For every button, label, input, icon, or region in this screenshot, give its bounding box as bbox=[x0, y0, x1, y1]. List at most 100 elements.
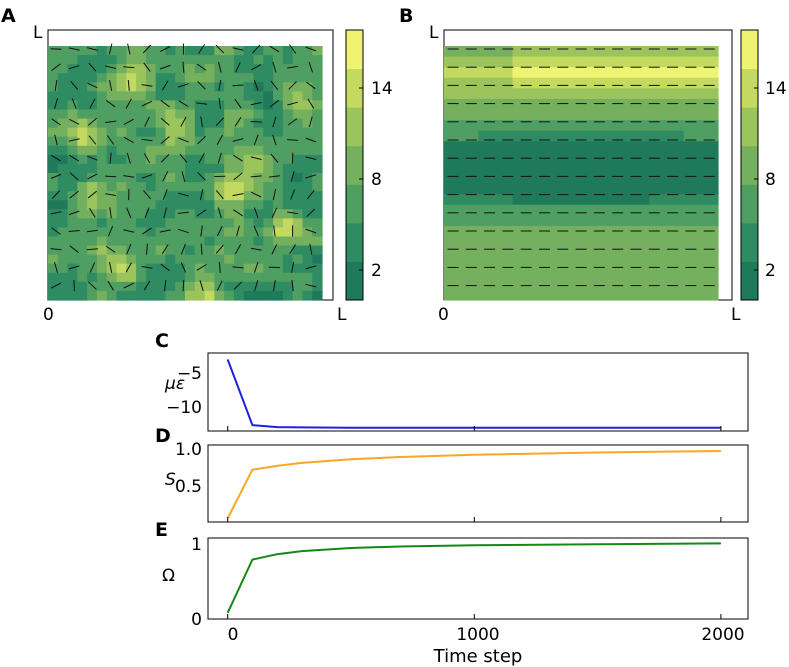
panel-a-director-arrow bbox=[272, 189, 277, 201]
panel-a-heat-cell bbox=[263, 245, 274, 256]
panel-a-director-arrow bbox=[106, 135, 115, 145]
panel-a-heat-cell bbox=[106, 118, 118, 129]
panel-b-heat-cell bbox=[512, 194, 548, 206]
panel-a-director-arrow bbox=[215, 244, 224, 254]
panel-b-label: B bbox=[399, 5, 413, 27]
panel-b-heat-cell bbox=[478, 109, 514, 121]
panel-a-heat-cell bbox=[282, 82, 294, 92]
panel-a-heat-cell bbox=[57, 227, 69, 238]
panel-a-director-arrow bbox=[54, 98, 58, 110]
panel-a-heat-cell bbox=[273, 118, 284, 129]
panel-a-heat-cell bbox=[67, 281, 78, 292]
panel-a-heat-cell bbox=[145, 218, 157, 229]
panel-a-heat-cell bbox=[48, 191, 59, 201]
panel-a-heat-cell bbox=[224, 236, 235, 247]
panel-a-heat-cell bbox=[302, 73, 313, 83]
panel-b-cbar-segment bbox=[741, 222, 758, 262]
panel-a-heat-cell bbox=[126, 82, 137, 92]
panel-a-heat-cell bbox=[312, 127, 323, 138]
panel-a-heat-cell bbox=[106, 191, 118, 201]
panel-b-heat-cell bbox=[581, 183, 616, 195]
panel-a-director-arrow bbox=[178, 83, 189, 88]
panel-b-cbar-segment bbox=[741, 184, 758, 224]
panel-a-director-arrow bbox=[123, 66, 135, 69]
panel-a-director-arrow bbox=[179, 153, 188, 163]
panel-a-heat-cell bbox=[312, 163, 323, 174]
panel-a-director-arrow bbox=[161, 244, 169, 255]
panel-a-director-arrow bbox=[126, 243, 132, 255]
panel-e-xlabel: Time step bbox=[433, 646, 523, 667]
panel-a-heat-cell bbox=[224, 209, 235, 219]
panel-a-heat-cell bbox=[214, 236, 225, 247]
panel-a-heat-cell bbox=[194, 154, 206, 165]
panel-a-heat-cell bbox=[292, 100, 304, 111]
panel-b-heat-cell bbox=[615, 141, 651, 153]
panel-a-director-arrow bbox=[178, 100, 189, 107]
panel-a-heat-cell bbox=[302, 145, 313, 156]
panel-a-heat-cell bbox=[204, 245, 215, 256]
panel-a-heat-cell bbox=[126, 290, 137, 301]
panel-a-heat-cell bbox=[204, 272, 215, 283]
panel-a-heat-cell bbox=[312, 100, 323, 111]
panel-a-heat-cell bbox=[185, 91, 196, 102]
panel-a-director-arrow bbox=[88, 135, 97, 145]
panel-a-heat-cell bbox=[165, 91, 176, 102]
panel-b-heat-cell bbox=[546, 183, 582, 195]
panel-a-heat-cell bbox=[204, 127, 215, 138]
panel-b-heat-cell bbox=[546, 109, 582, 121]
panel-a-director-arrow bbox=[105, 99, 116, 108]
panel-a-heat-cell bbox=[243, 145, 255, 156]
panel-a-director-arrow bbox=[51, 154, 61, 162]
panel-a-heat-cell bbox=[67, 272, 78, 283]
panel-a-heat-cell bbox=[126, 200, 137, 210]
panel-b-heat-cell bbox=[581, 268, 616, 280]
panel-a-director-arrow bbox=[234, 98, 242, 109]
panel-a-heat-cell bbox=[204, 191, 215, 201]
panel-a-director-arrow bbox=[87, 155, 98, 161]
panel-b-heat-cell bbox=[512, 98, 548, 111]
panel-a-heat-cell bbox=[273, 281, 284, 292]
panel-a-heat-cell bbox=[57, 182, 69, 192]
panel-a-heat-cell bbox=[87, 254, 98, 265]
panel-a-heat-cell bbox=[145, 82, 157, 92]
panel-a-heat-cell bbox=[312, 109, 323, 120]
panel-a-heat-cell bbox=[253, 55, 264, 65]
panel-a-cbar-segment bbox=[346, 261, 363, 301]
panel-a-director-arrow bbox=[87, 82, 98, 89]
panel-a-director-arrow bbox=[254, 280, 259, 292]
panel-a-cbar-segment bbox=[346, 107, 363, 147]
panel-a-heat-cell bbox=[204, 109, 215, 120]
panel-a-heat-cell bbox=[165, 191, 176, 201]
panel-a-heat-cell bbox=[175, 64, 186, 74]
panel-a-heat-cell bbox=[145, 127, 157, 138]
panel-a-heat-cell bbox=[312, 254, 323, 265]
panel-a-heat-cell bbox=[214, 200, 225, 210]
panel-b-heat-cell bbox=[615, 247, 651, 259]
panel-b-heat-cell bbox=[649, 225, 685, 238]
panel-b-heat-cell bbox=[546, 151, 582, 164]
panel-a-heat-cell bbox=[273, 154, 284, 165]
panel-b-heat-cell bbox=[683, 77, 719, 89]
panel-a-heat-cell bbox=[224, 272, 235, 283]
panel-c-label: C bbox=[155, 330, 169, 352]
panel-a-director-arrow bbox=[273, 280, 276, 292]
panel-a-director-arrow bbox=[161, 80, 169, 91]
panel-a-heat-cell bbox=[67, 182, 78, 192]
panel-a-heat-cell bbox=[96, 218, 108, 229]
panel-a-heat-cell bbox=[243, 46, 255, 56]
panel-a-heat-cell bbox=[292, 263, 304, 274]
panel-b-cbar-frame bbox=[740, 29, 759, 301]
panel-a-heat-cell bbox=[116, 173, 127, 183]
panel-b-heat-cell bbox=[615, 88, 651, 100]
panel-a-heat-cell bbox=[136, 173, 147, 183]
panel-a-heat-cell bbox=[126, 109, 137, 120]
panel-a-heat-cell bbox=[57, 254, 69, 265]
panel-a-heat-cell bbox=[57, 109, 69, 120]
panel-a-heat-cell bbox=[282, 118, 294, 129]
panel-d: D S 0.5 1.0 bbox=[155, 425, 749, 523]
panel-b-heat-cell bbox=[615, 215, 651, 227]
panel-b-heat-cell bbox=[649, 98, 685, 111]
panel-a-heat-cell bbox=[96, 154, 108, 165]
panel-a-heat-cell bbox=[106, 254, 118, 265]
panel-a-heat-cell bbox=[96, 145, 108, 156]
